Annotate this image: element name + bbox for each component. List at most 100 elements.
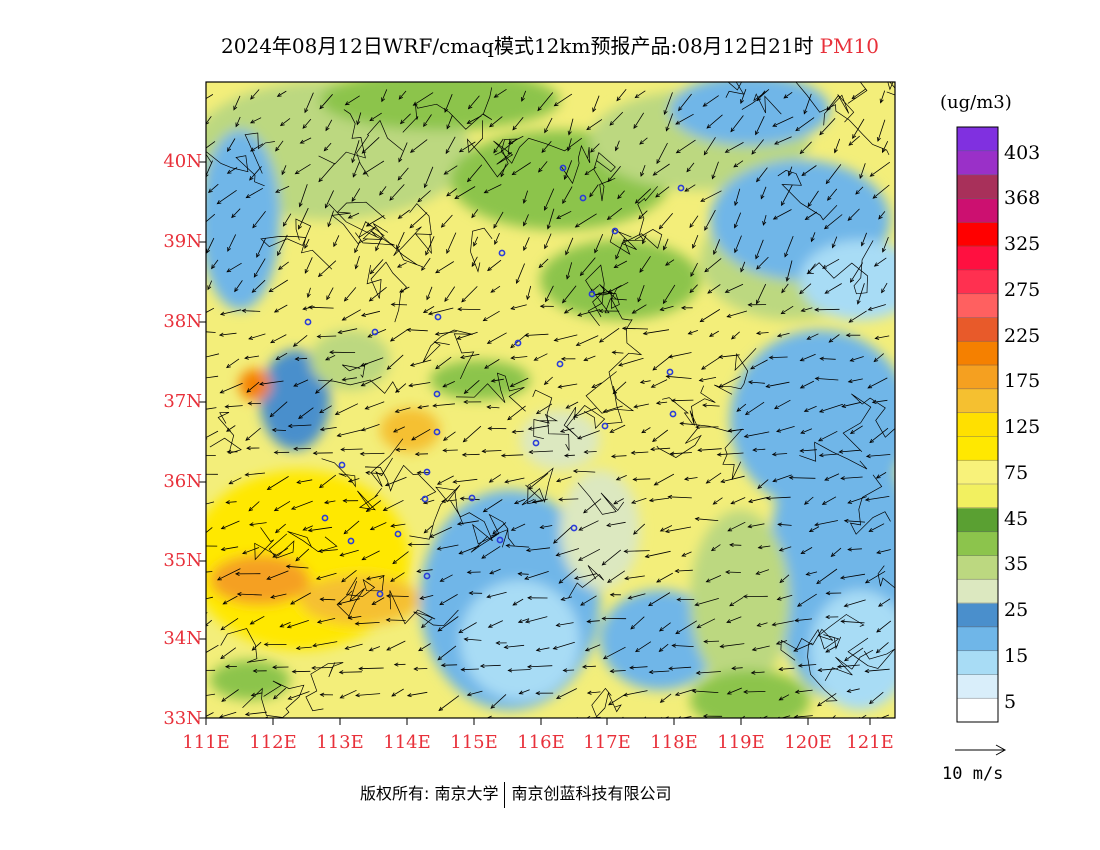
border-line <box>318 109 366 165</box>
wind-arrow <box>343 520 360 535</box>
wind-arrow <box>817 693 837 707</box>
wind-arrow <box>325 355 336 361</box>
border-line <box>370 438 404 488</box>
wind-arrow <box>515 263 525 285</box>
wind-arrow <box>833 138 841 154</box>
province-borders <box>206 82 895 718</box>
border-line <box>409 203 432 255</box>
wind-arrow <box>819 356 836 361</box>
wind-arrow <box>343 287 357 302</box>
wind-arrow <box>268 279 289 293</box>
wind-arrow <box>206 596 213 600</box>
wind-arrow <box>354 621 380 626</box>
wind-arrow <box>621 326 649 331</box>
legend-level-label: 403 <box>1004 142 1041 164</box>
wind-arrow <box>531 498 548 504</box>
wind-arrow <box>779 574 790 584</box>
wind-arrow <box>440 214 453 228</box>
wind-arrow <box>777 522 792 527</box>
wind-arrow <box>487 259 502 272</box>
legend-level-label: 5 <box>1004 691 1017 713</box>
wind-arrow <box>730 497 746 505</box>
wind-arrow <box>855 186 864 195</box>
wind-arrow <box>371 597 385 605</box>
wind-arrow <box>287 691 310 700</box>
legend-swatch <box>957 341 998 366</box>
field-patch <box>690 510 790 690</box>
field-patch <box>320 82 560 130</box>
wind-arrow <box>775 640 788 645</box>
wind-arrow <box>406 691 428 698</box>
wind-arrow <box>563 307 574 314</box>
wind-arrow <box>756 256 769 270</box>
wind-arrow <box>659 693 672 703</box>
wind-arrow <box>772 116 794 127</box>
wind-arrow <box>318 162 336 183</box>
field-patch <box>310 330 390 390</box>
wind-arrow <box>216 568 241 581</box>
border-line <box>886 82 895 96</box>
wind-arrow <box>641 427 651 434</box>
wind-arrow <box>559 427 575 433</box>
wind-arrow <box>710 544 721 552</box>
wind-arrow <box>680 305 693 310</box>
wind-arrow <box>755 239 764 260</box>
wind-arrow <box>827 188 838 201</box>
wind-arrow <box>558 497 579 502</box>
wind-arrow <box>562 186 573 204</box>
wind-arrow <box>416 568 433 574</box>
station-marker <box>371 328 379 336</box>
wind-arrow <box>508 135 524 145</box>
wind-arrow <box>577 548 601 561</box>
border-line <box>328 203 385 240</box>
wind-arrow <box>702 95 719 107</box>
wind-arrow <box>457 307 481 312</box>
wind-arrow <box>698 377 717 382</box>
legend-swatch <box>957 269 998 295</box>
wind-arrow <box>825 591 842 596</box>
wind-arrow <box>446 188 458 197</box>
wind-arrow <box>483 184 502 194</box>
wind-arrow <box>694 598 719 607</box>
border-line <box>823 94 855 126</box>
border-line <box>799 441 868 470</box>
wind-arrow <box>824 283 842 294</box>
wind-arrow <box>699 309 721 323</box>
wind-arrow <box>317 260 337 278</box>
wind-arrow <box>489 116 503 128</box>
wind-arrow <box>615 475 627 481</box>
wind-arrow <box>562 285 577 304</box>
wind-arrow <box>776 426 795 433</box>
wind-arrow <box>762 214 767 226</box>
pollutant-label: PM10 <box>819 34 879 58</box>
legend-swatch <box>957 293 998 318</box>
wind-arrow <box>384 476 407 487</box>
wind-arrow <box>369 522 387 531</box>
wind-arrow <box>319 597 336 602</box>
station-marker <box>611 227 619 235</box>
wind-arrow <box>687 330 699 335</box>
legend-swatch <box>957 626 998 652</box>
wind-arrow <box>236 592 262 597</box>
wind-arrow <box>757 545 771 550</box>
wind-arrow <box>295 645 312 651</box>
wind-arrow <box>865 454 891 459</box>
wind-arrow <box>847 208 860 221</box>
wind-arrow <box>456 331 478 340</box>
wind-arrow <box>615 238 625 260</box>
wind-arrow <box>487 426 507 431</box>
wind-arrow <box>592 95 600 113</box>
wind-arrow <box>555 688 577 699</box>
wind-arrow <box>399 286 410 293</box>
wind-arrow <box>580 595 597 606</box>
wind-arrow <box>556 210 572 219</box>
wind-arrow <box>740 88 747 105</box>
wind-arrow <box>218 332 237 337</box>
station-marker <box>433 428 441 436</box>
wind-arrow <box>304 238 310 249</box>
wind-arrow <box>466 115 482 124</box>
wind-arrow <box>799 141 812 155</box>
wind-arrow <box>312 451 333 456</box>
monitoring-stations <box>304 164 685 598</box>
wind-arrow <box>224 664 237 669</box>
